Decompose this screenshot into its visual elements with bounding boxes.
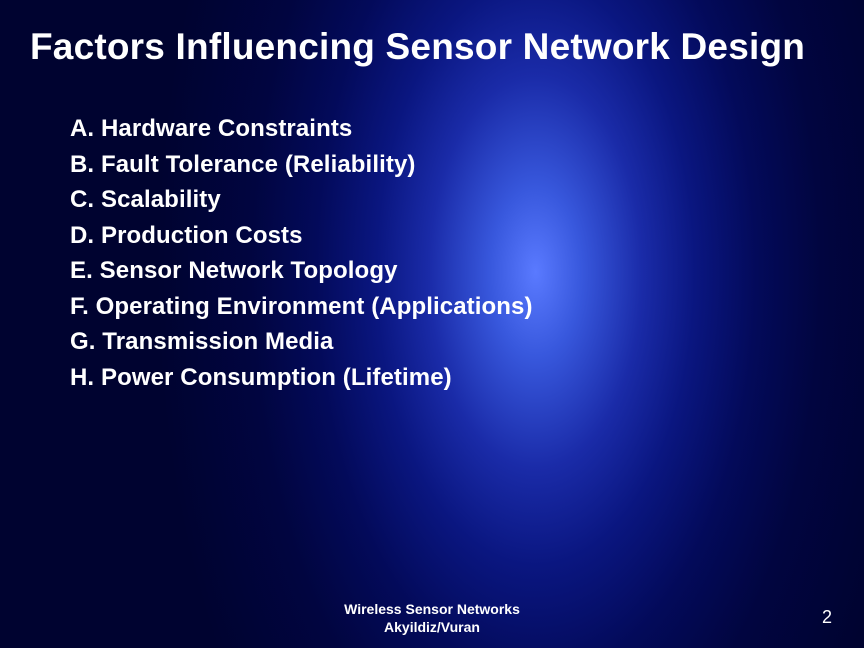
footer-authors: Akyildiz/Vuran (0, 618, 864, 636)
list-item: A. Hardware Constraints (70, 111, 834, 147)
slide-title: Factors Influencing Sensor Network Desig… (30, 24, 834, 69)
list-item: H. Power Consumption (Lifetime) (70, 360, 834, 396)
list-item: F. Operating Environment (Applications) (70, 289, 834, 325)
footer-text: Wireless Sensor Networks Akyildiz/Vuran (0, 600, 864, 636)
list-item: D. Production Costs (70, 218, 834, 254)
list-item: C. Scalability (70, 182, 834, 218)
slide-content: A. Hardware Constraints B. Fault Toleran… (30, 111, 834, 395)
page-number: 2 (822, 607, 832, 628)
list-item: E. Sensor Network Topology (70, 253, 834, 289)
slide-footer: Wireless Sensor Networks Akyildiz/Vuran … (0, 600, 864, 636)
slide-container: Factors Influencing Sensor Network Desig… (0, 0, 864, 648)
list-item: B. Fault Tolerance (Reliability) (70, 147, 834, 183)
footer-title: Wireless Sensor Networks (0, 600, 864, 618)
list-item: G. Transmission Media (70, 324, 834, 360)
